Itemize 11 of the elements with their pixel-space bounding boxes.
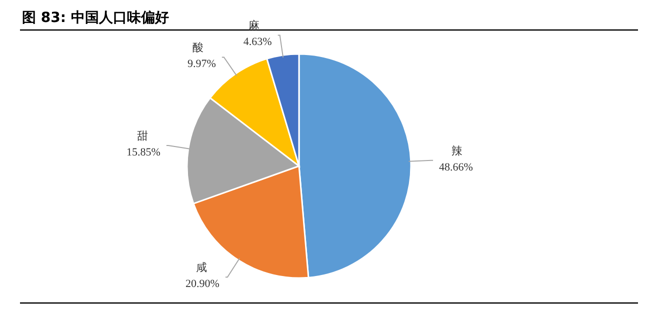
data-label: 15.85% (126, 146, 160, 159)
chart-title: 图 83: 中国人口味偏好 (22, 10, 169, 26)
data-label: 9.97% (188, 58, 216, 70)
data-label: 4.63% (243, 36, 272, 48)
slice-label: 麻 (248, 19, 260, 32)
data-label: 20.90% (186, 278, 220, 290)
slice-label: 酸 (192, 41, 204, 54)
data-label: 48.66% (439, 161, 473, 174)
slice-label: 咸 (196, 261, 207, 274)
slice-label: 甜 (136, 130, 148, 143)
slice-label: 辣 (452, 144, 463, 158)
